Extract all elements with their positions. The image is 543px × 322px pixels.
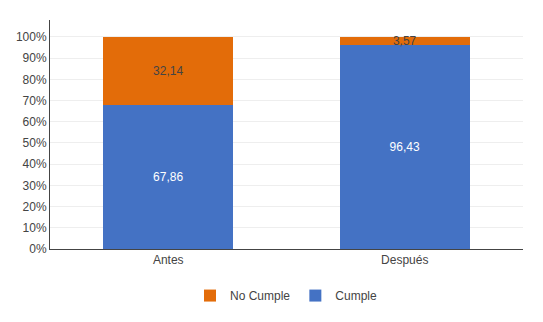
- svg-text:No Cumple: No Cumple: [230, 289, 290, 303]
- svg-text:90%: 90%: [23, 51, 47, 65]
- svg-text:80%: 80%: [23, 73, 47, 87]
- svg-text:20%: 20%: [23, 200, 47, 214]
- svg-text:3,57: 3,57: [393, 34, 417, 48]
- svg-text:30%: 30%: [23, 179, 47, 193]
- svg-text:60%: 60%: [23, 115, 47, 129]
- svg-text:40%: 40%: [23, 157, 47, 171]
- svg-text:96,43: 96,43: [390, 140, 420, 154]
- svg-text:100%: 100%: [16, 30, 47, 44]
- svg-text:Cumple: Cumple: [335, 289, 377, 303]
- svg-text:0%: 0%: [29, 242, 47, 256]
- svg-text:10%: 10%: [23, 221, 47, 235]
- svg-text:67,86: 67,86: [153, 170, 183, 184]
- svg-text:Antes: Antes: [153, 253, 184, 267]
- svg-text:Después: Después: [381, 253, 428, 267]
- svg-text:50%: 50%: [23, 136, 47, 150]
- svg-text:32,14: 32,14: [153, 64, 183, 78]
- svg-text:70%: 70%: [23, 94, 47, 108]
